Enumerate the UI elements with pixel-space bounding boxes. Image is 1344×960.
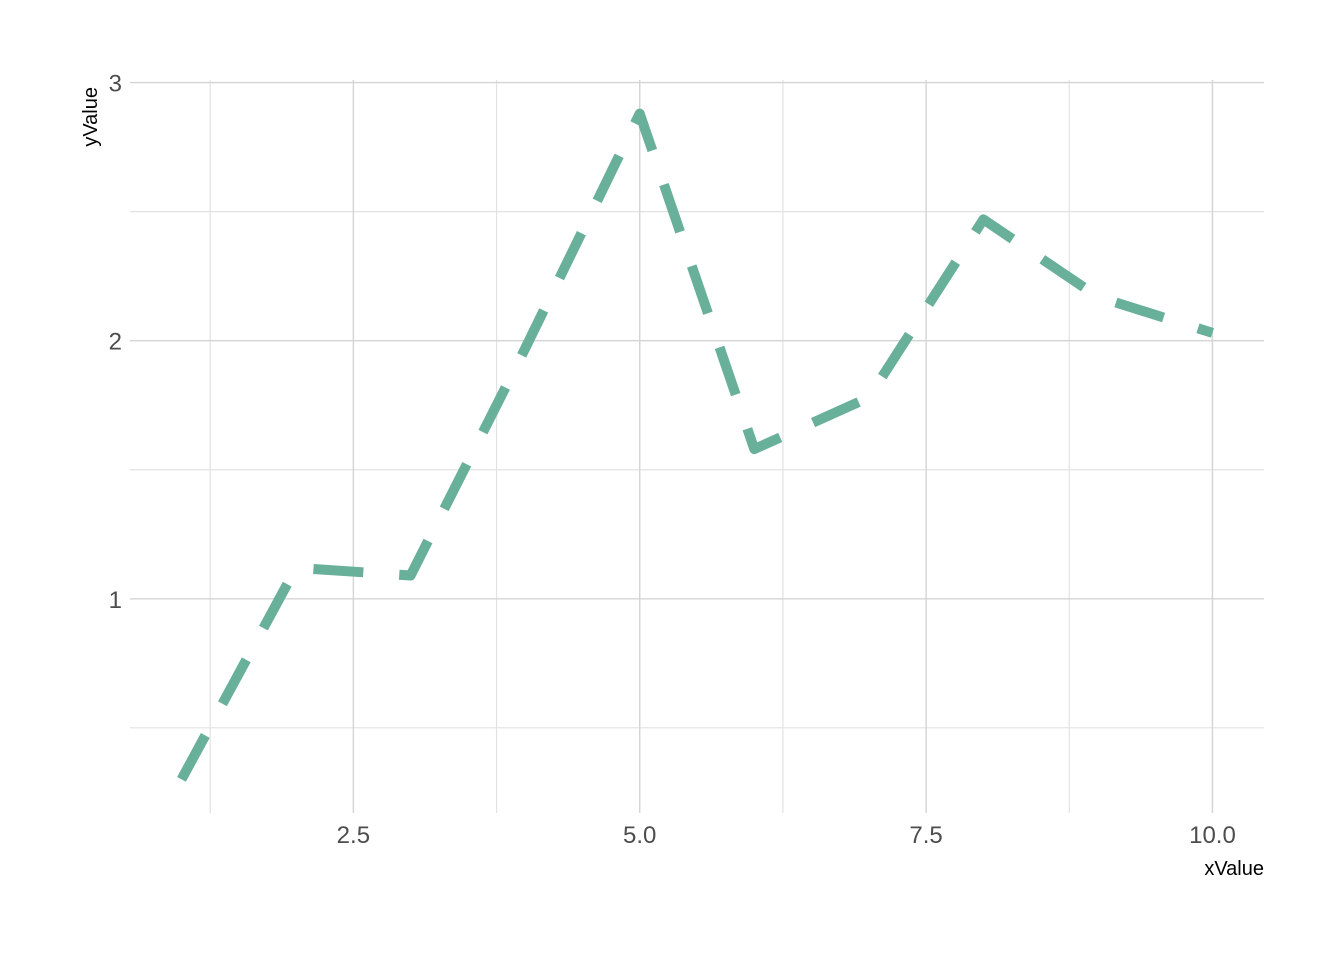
series-line [177, 108, 1215, 782]
x-tick-label: 10.0 [1189, 822, 1236, 849]
y-tick-label: 2 [109, 329, 122, 356]
y-axis-title: yValue [80, 87, 102, 147]
x-axis-ticks: 2.5 5.0 7.5 10.0 [337, 822, 1236, 849]
x-tick-label: 2.5 [337, 822, 370, 849]
y-tick-label: 3 [109, 71, 122, 98]
y-axis-ticks: 1 2 3 [109, 71, 122, 614]
x-tick-label: 5.0 [623, 822, 656, 849]
grid-lines [130, 80, 1264, 813]
x-axis-title: xValue [1204, 858, 1264, 880]
y-tick-label: 1 [109, 587, 122, 614]
x-tick-label: 7.5 [909, 822, 942, 849]
